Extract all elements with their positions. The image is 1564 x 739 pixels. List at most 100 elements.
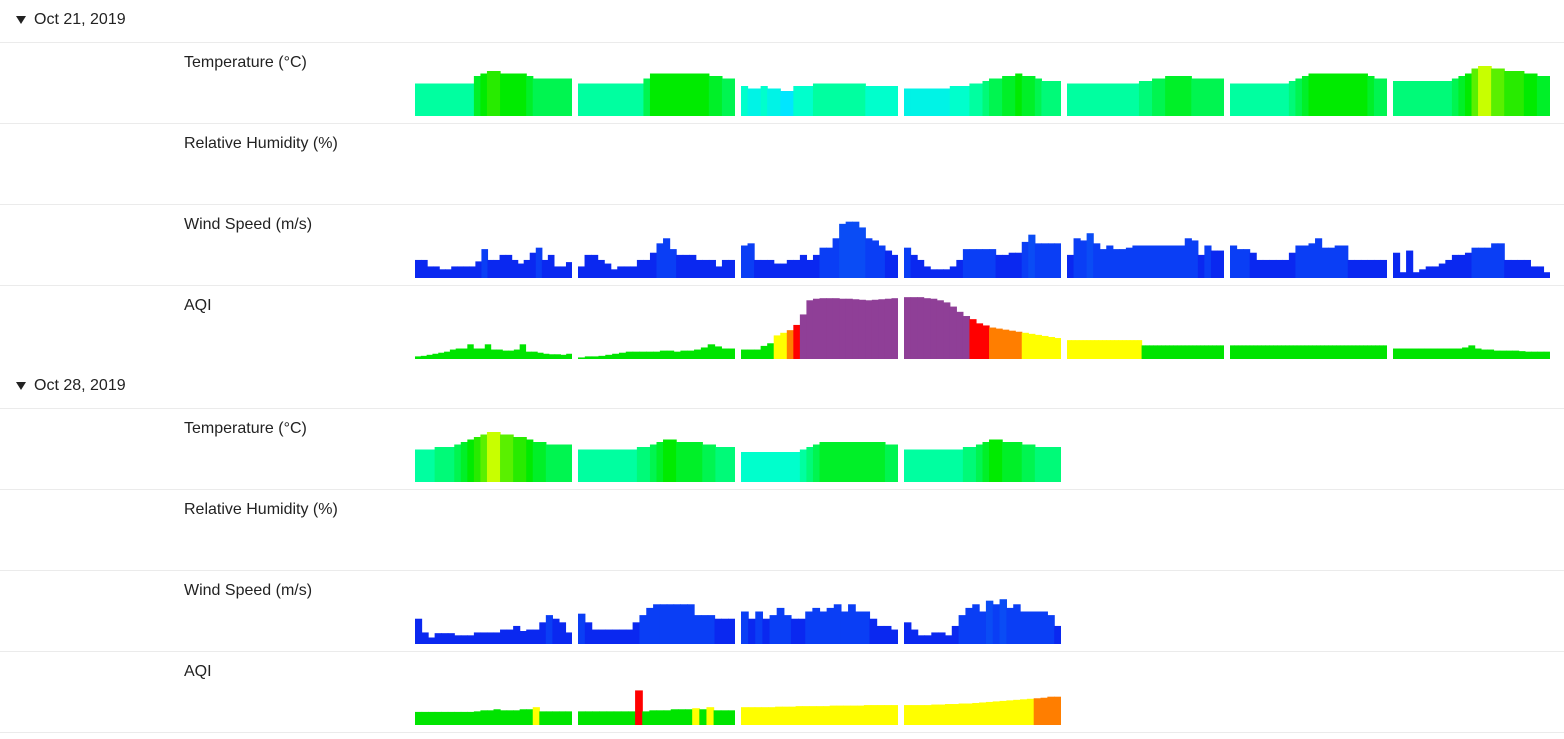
aqi-bar [858,299,866,359]
temperature-bar [949,449,957,482]
aqi-bar [962,316,971,359]
wind-bar [805,611,813,644]
day-sparkline[interactable] [904,579,1061,644]
day-sparkline[interactable] [904,294,1061,359]
aqi-bar [1192,345,1198,359]
day-sparkline[interactable] [741,660,898,725]
day-sparkline[interactable] [904,660,1061,725]
collapse-triangle-icon[interactable] [16,382,26,390]
temperature-bar [754,452,762,482]
aqi-bar [727,710,735,725]
day-sparkline[interactable] [578,579,735,644]
temperature-bar [1347,73,1355,116]
aqi-bar [1339,345,1345,359]
day-sparkline[interactable] [904,417,1061,482]
temperature-bar [786,91,794,116]
wind-bar [1243,249,1251,278]
day-sparkline[interactable] [1393,51,1550,116]
aqi-bar [1328,345,1333,359]
day-sparkline[interactable] [904,213,1061,278]
temperature-bar [1464,73,1473,116]
day-sparkline[interactable] [415,213,572,278]
wind-bar [584,622,593,644]
aqi-bar [598,355,606,359]
day-sparkline[interactable] [1230,294,1387,359]
day-sparkline[interactable] [578,417,735,482]
day-sparkline[interactable] [415,417,572,482]
wind-bar [904,247,912,278]
wind-bar [1093,243,1101,278]
temperature-bar [1543,76,1550,116]
aqi-bar [493,709,501,725]
day-sparkline[interactable] [578,660,735,725]
day-sparkline[interactable] [741,417,898,482]
aqi-bar [819,298,827,359]
wind-bar [578,613,586,644]
aqi-bar [1013,699,1021,725]
temperature-bar [780,91,788,116]
temperature-bar [1054,81,1061,116]
wind-bar [499,254,507,278]
wind-bar [1086,233,1094,278]
aqi-bar [666,350,675,359]
day-sparkline[interactable] [1067,51,1224,116]
temperature-bar [545,444,553,482]
week-header[interactable]: Oct 28, 2019 [0,366,1564,406]
day-sparkline[interactable] [1067,213,1224,278]
aqi-bar [951,704,960,725]
aqi-bar [428,711,436,725]
temperature-bar [754,88,762,116]
sparkline-chart [1230,345,1387,359]
day-sparkline[interactable] [578,294,735,359]
temperature-bar [415,83,423,116]
collapse-triangle-icon[interactable] [16,16,26,24]
day-sparkline[interactable] [741,579,898,644]
wind-bar [979,611,987,644]
day-sparkline[interactable] [578,213,735,278]
wind-bar [1367,259,1375,278]
aqi-bar [1257,345,1262,359]
temperature-bar [799,449,808,482]
wind-bar [517,263,525,278]
temperature-bar [1510,71,1518,116]
temperature-bar [982,442,990,482]
week-header[interactable]: Oct 21, 2019 [0,0,1564,40]
wind-bar [1328,247,1336,278]
wind-bar [767,259,775,278]
day-sparkline[interactable] [741,51,898,116]
day-sparkline[interactable] [415,51,572,116]
day-sparkline[interactable] [1230,213,1387,278]
day-sparkline[interactable] [1067,294,1224,359]
sparkline-chart [1230,73,1387,116]
day-sparkline[interactable] [1393,294,1550,359]
temperature-bar [467,439,475,482]
day-sparkline[interactable] [1393,213,1550,278]
aqi-bar [1216,345,1221,359]
day-sparkline[interactable] [1230,51,1387,116]
aqi-bar [1288,345,1294,359]
day-sparkline[interactable] [741,294,898,359]
aqi-bar [1028,333,1036,359]
temperature-bar [506,434,514,482]
wind-bar [812,254,821,278]
metric-row-humidity: Relative Humidity (%) [0,489,1564,570]
aqi-bar [415,711,423,725]
temperature-bar [1412,81,1420,116]
wind-bar [1026,611,1035,644]
day-sparkline[interactable] [904,51,1061,116]
aqi-bar [1200,345,1205,359]
wind-bar [1530,266,1538,278]
aqi-bar [1090,340,1096,359]
day-sparkline[interactable] [415,579,572,644]
wind-bar [584,254,592,278]
day-sparkline[interactable] [415,294,572,359]
temperature-bar [989,439,997,482]
temperature-bar [669,439,677,482]
day-sparkline[interactable] [741,213,898,278]
temperature-bar [610,83,618,116]
day-sparkline[interactable] [578,51,735,116]
wind-bar [639,615,647,644]
day-sparkline[interactable] [415,660,572,725]
aqi-bar [1355,345,1361,359]
temperature-bar [1504,71,1512,116]
